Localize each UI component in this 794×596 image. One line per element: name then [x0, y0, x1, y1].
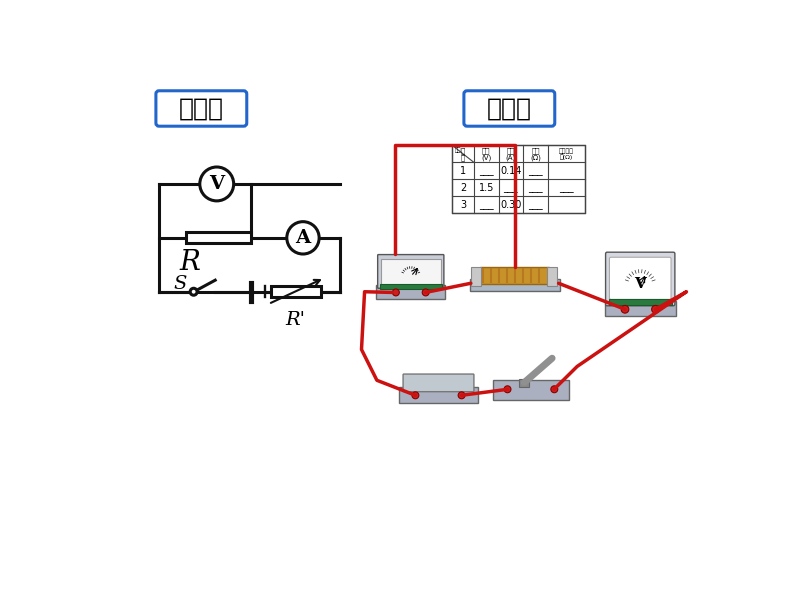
FancyBboxPatch shape [380, 284, 441, 289]
Circle shape [652, 305, 659, 313]
FancyBboxPatch shape [376, 285, 445, 299]
Circle shape [422, 289, 429, 296]
Circle shape [191, 288, 197, 295]
Text: V: V [209, 175, 224, 193]
Text: R: R [179, 249, 200, 276]
Text: 2: 2 [460, 183, 466, 193]
Text: 0.14: 0.14 [500, 166, 522, 176]
FancyBboxPatch shape [381, 259, 441, 285]
FancyBboxPatch shape [609, 299, 672, 305]
Circle shape [392, 289, 399, 296]
Text: A: A [295, 229, 310, 247]
Text: 实验: 实验 [455, 147, 461, 153]
FancyBboxPatch shape [403, 374, 474, 392]
FancyBboxPatch shape [547, 268, 557, 286]
Text: 1: 1 [460, 166, 466, 176]
Text: 3: 3 [460, 200, 466, 210]
Text: ___: ___ [528, 166, 543, 176]
FancyBboxPatch shape [471, 268, 481, 286]
Text: 电流
(A): 电流 (A) [506, 147, 516, 161]
Text: 1.5: 1.5 [479, 183, 494, 193]
FancyBboxPatch shape [610, 257, 671, 299]
Circle shape [504, 386, 511, 393]
Circle shape [200, 167, 233, 201]
Circle shape [458, 392, 465, 399]
Text: ___: ___ [479, 200, 494, 210]
FancyBboxPatch shape [271, 286, 321, 297]
Circle shape [621, 305, 629, 313]
Text: ___: ___ [479, 166, 494, 176]
FancyBboxPatch shape [606, 252, 675, 306]
FancyBboxPatch shape [519, 380, 530, 387]
Text: S: S [173, 275, 187, 293]
FancyBboxPatch shape [605, 301, 676, 316]
Text: ___: ___ [528, 183, 543, 193]
Text: R': R' [286, 311, 306, 329]
Text: 电阻
(Ω): 电阻 (Ω) [530, 147, 541, 161]
FancyBboxPatch shape [470, 279, 560, 291]
Text: ___: ___ [559, 183, 573, 193]
FancyBboxPatch shape [399, 387, 478, 403]
Text: ___: ___ [528, 200, 543, 210]
Circle shape [551, 386, 557, 393]
FancyBboxPatch shape [378, 254, 444, 288]
Text: 次
序: 次 序 [461, 147, 465, 161]
Circle shape [287, 222, 319, 254]
FancyBboxPatch shape [493, 380, 569, 399]
FancyBboxPatch shape [186, 232, 252, 243]
Text: 0.30: 0.30 [500, 200, 522, 210]
FancyBboxPatch shape [453, 145, 585, 213]
FancyBboxPatch shape [156, 91, 247, 126]
Text: ___: ___ [503, 183, 518, 193]
Text: 实物图: 实物图 [487, 97, 532, 120]
Text: V: V [634, 277, 646, 291]
Text: 电压
(V): 电压 (V) [481, 147, 491, 161]
Text: 电阻平均
值(Ω): 电阻平均 值(Ω) [559, 148, 574, 160]
FancyBboxPatch shape [480, 268, 549, 284]
Text: 电路图: 电路图 [179, 97, 224, 120]
FancyBboxPatch shape [464, 91, 555, 126]
Circle shape [412, 392, 419, 399]
